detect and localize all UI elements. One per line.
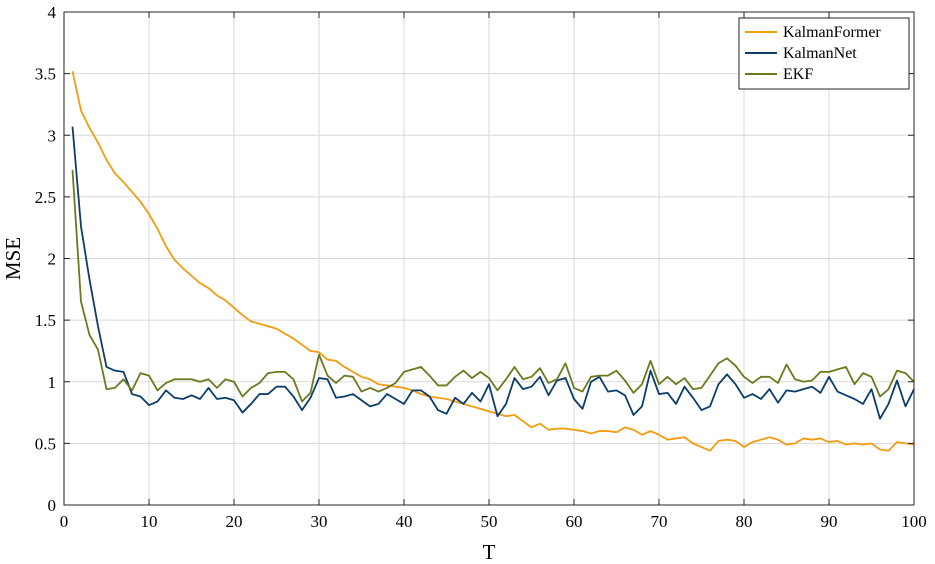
y-tick-label: 1.5 xyxy=(35,311,56,330)
tick-labels: 0 10 20 30 40 50 60 70 80 90 100 0 0.5 1 1.5 2 2.5 3 3.5 4 xyxy=(35,3,927,531)
x-tick-label: 10 xyxy=(141,512,158,531)
x-tick-label: 40 xyxy=(396,512,413,531)
series-line-ekf xyxy=(71,169,915,403)
y-tick-label: 1 xyxy=(48,373,57,392)
x-tick-label: 0 xyxy=(60,512,69,531)
y-tick-label: 3.5 xyxy=(35,65,56,84)
legend-label-ekf: EKF xyxy=(783,66,813,83)
legend-label-kalmanformer: KalmanFormer xyxy=(783,24,881,41)
x-axis-label: T xyxy=(483,540,496,564)
x-tick-label: 50 xyxy=(481,512,498,531)
legend: KalmanFormer KalmanNet EKF xyxy=(738,17,910,90)
x-tick-label: 100 xyxy=(901,512,927,531)
y-tick-label: 0.5 xyxy=(35,434,56,453)
y-axis-label: MSE xyxy=(1,237,25,280)
series-line-kalmanformer xyxy=(71,70,915,452)
x-tick-label: 60 xyxy=(566,512,583,531)
axis-ticks xyxy=(63,11,915,506)
x-tick-label: 90 xyxy=(821,512,838,531)
legend-label-kalmannet: KalmanNet xyxy=(783,45,857,62)
x-tick-label: 70 xyxy=(651,512,668,531)
y-tick-label: 2.5 xyxy=(35,188,56,207)
x-tick-label: 20 xyxy=(226,512,243,531)
y-tick-label: 4 xyxy=(48,3,57,22)
series-line-kalmannet xyxy=(71,126,915,420)
y-tick-label: 0 xyxy=(48,496,57,515)
series-lines xyxy=(71,70,915,452)
x-tick-label: 80 xyxy=(736,512,753,531)
y-tick-label: 2 xyxy=(48,250,57,269)
x-tick-label: 30 xyxy=(311,512,328,531)
y-tick-label: 3 xyxy=(48,126,57,145)
